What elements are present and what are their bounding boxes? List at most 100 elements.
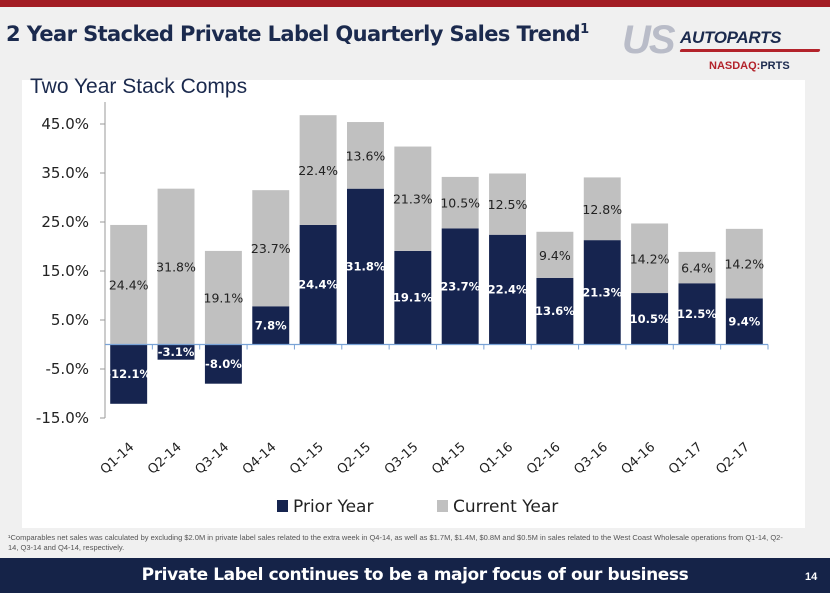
footer-bar: Private Label continues to be a major fo…	[0, 558, 830, 593]
x-tick-label: Q1-14	[98, 440, 138, 478]
bar-prior-year	[299, 224, 337, 345]
bar-prior-year	[489, 234, 527, 345]
footnote: ¹Comparables net sales was calculated by…	[8, 533, 783, 552]
y-tick-label: 5.0%	[51, 311, 89, 329]
y-tick-label: 15.0%	[41, 262, 89, 280]
data-label-current-year: 24.4%	[109, 278, 149, 293]
slide-title: 2 Year Stacked Private Label Quarterly S…	[6, 22, 589, 46]
bar-current-year	[631, 223, 669, 294]
data-label-current-year: 14.2%	[630, 251, 670, 266]
x-tick-label: Q3-15	[382, 440, 422, 478]
x-tick-label: Q2-14	[145, 440, 185, 478]
data-label-prior-year: 24.4%	[298, 278, 338, 292]
bar-current-year	[252, 190, 290, 307]
bar-current-year	[346, 122, 384, 189]
ticker-exchange: NASDAQ:	[709, 60, 761, 72]
title-footnote-marker: 1	[580, 22, 589, 37]
data-label-prior-year: 31.8%	[346, 260, 386, 274]
data-label-prior-year: 22.4%	[488, 283, 528, 297]
y-axis: 45.0% 35.0% 25.0% 15.0% 5.0% -5.0% -15.0%	[36, 102, 106, 427]
bar-marks	[110, 115, 763, 404]
x-tick-label: Q1-15	[287, 440, 327, 478]
data-label-prior-year: 10.5%	[630, 312, 670, 326]
chart-title: Two Year Stack Comps	[30, 75, 248, 98]
legend-label-current-year: Current Year	[453, 497, 558, 517]
x-tick-label: Q2-16	[524, 440, 564, 478]
data-label-current-year: 12.5%	[488, 197, 528, 212]
slide-title-text: 2 Year Stacked Private Label Quarterly S…	[6, 22, 581, 46]
bar-current-year	[299, 115, 337, 225]
x-tick-label: Q3-16	[571, 440, 611, 478]
x-tick-label: Q1-17	[666, 440, 706, 478]
data-label-prior-year: 23.7%	[440, 279, 480, 293]
data-label-current-year: 23.7%	[251, 241, 291, 256]
legend-swatch-current-year	[437, 500, 448, 512]
top-accent-bar	[0, 0, 830, 7]
data-label-prior-year: -8.0%	[205, 357, 242, 371]
data-label-current-year: 10.5%	[440, 196, 480, 211]
bar-prior-year	[536, 277, 574, 345]
data-label-prior-year: 7.8%	[255, 318, 287, 332]
data-label-prior-year: 12.5%	[677, 307, 717, 321]
data-label-current-year: 31.8%	[156, 260, 196, 275]
bar-prior-year	[204, 344, 242, 384]
legend: Prior Year Current Year	[277, 497, 558, 517]
data-label-current-year: 19.1%	[204, 291, 244, 306]
bar-current-year	[725, 228, 763, 299]
bar-prior-year	[110, 344, 148, 404]
y-tick-label: -15.0%	[36, 409, 89, 427]
data-label-current-year: 14.2%	[724, 257, 764, 272]
bar-current-year	[536, 231, 574, 278]
data-label-current-year: 13.6%	[346, 148, 386, 163]
y-tick-label: -5.0%	[45, 360, 89, 378]
data-label-current-year: 21.3%	[393, 192, 433, 207]
data-label-prior-year: 13.6%	[535, 304, 575, 318]
data-label-current-year: 22.4%	[298, 163, 338, 178]
bar-prior-year	[441, 228, 479, 345]
bar-current-year	[489, 173, 527, 235]
data-label-prior-year: 21.3%	[582, 285, 622, 299]
x-tick-label: Q2-15	[335, 440, 375, 478]
x-tick-label: Q3-14	[192, 440, 232, 478]
bar-prior-year	[678, 283, 716, 345]
x-tick-label: Q1-16	[477, 440, 517, 478]
legend-swatch-prior-year	[277, 500, 288, 512]
x-tick-label: Q4-15	[429, 440, 469, 478]
ticker-symbol: NASDAQ:PRTS	[709, 60, 790, 72]
bar-prior-year	[252, 306, 290, 345]
x-tick-label: Q2-17	[713, 440, 753, 478]
x-tick-label: Q4-16	[619, 440, 659, 478]
data-label-prior-year: 19.1%	[393, 291, 433, 305]
logo-autoparts-text: AUTOPARTS	[680, 28, 782, 47]
data-labels: -12.1% 24.4% -3.1% 31.8% -8.0% 19.1% 7.8% 23.7%…	[106, 148, 764, 381]
bar-current-year	[441, 176, 479, 229]
bar-current-year	[157, 188, 195, 345]
page-number: 14	[805, 571, 818, 583]
bar-current-year	[394, 146, 432, 251]
bar-current-year	[204, 250, 242, 345]
y-tick-label: 45.0%	[41, 115, 89, 133]
bar-prior-year	[346, 188, 384, 345]
logo-us-text: US	[622, 18, 676, 62]
ticker-code: PRTS	[760, 60, 790, 72]
data-label-prior-year: -12.1%	[106, 367, 151, 381]
bar-prior-year	[157, 344, 195, 360]
data-label-current-year: 9.4%	[539, 248, 571, 263]
bar-prior-year	[725, 298, 763, 345]
data-label-prior-year: 9.4%	[728, 314, 760, 328]
y-tick-label: 25.0%	[41, 213, 89, 231]
bar-current-year	[583, 177, 621, 241]
bar-prior-year	[583, 240, 621, 345]
data-label-current-year: 6.4%	[681, 261, 713, 276]
data-label-prior-year: -3.1%	[158, 345, 195, 359]
y-tick-label: 35.0%	[41, 164, 89, 182]
bar-prior-year	[631, 293, 669, 345]
bar-current-year	[678, 251, 716, 284]
bar-current-year	[110, 224, 148, 345]
legend-label-prior-year: Prior Year	[293, 497, 373, 517]
footer-message: Private Label continues to be a major fo…	[141, 565, 689, 585]
x-axis: Q1-14 Q2-14 Q3-14 Q4-14 Q1-15 Q2-15 Q3-15 Q4-15…	[98, 343, 769, 478]
bar-prior-year	[394, 250, 432, 345]
x-tick-label: Q4-14	[240, 440, 280, 478]
